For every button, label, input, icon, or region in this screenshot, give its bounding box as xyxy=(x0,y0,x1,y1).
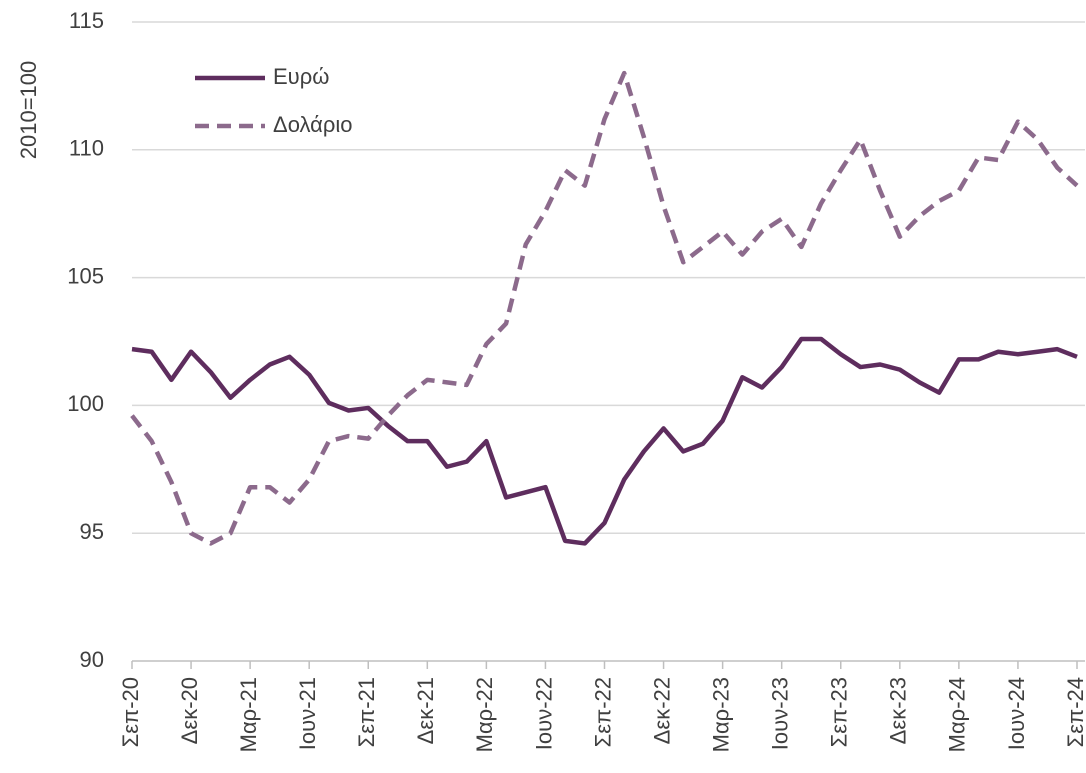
x-tick-label: Μαρ-24 xyxy=(945,677,970,752)
x-tick-label: Σεπ-24 xyxy=(1063,677,1086,747)
x-tick-label: Σεπ-21 xyxy=(354,677,379,747)
legend-label: Ευρώ xyxy=(273,64,329,89)
x-tick-label: Μαρ-22 xyxy=(472,677,497,752)
line-series xyxy=(131,336,1078,546)
y-tick-label: 100 xyxy=(67,391,104,416)
y-tick-label: 115 xyxy=(69,8,104,33)
x-tick-label: Μαρ-23 xyxy=(708,677,733,752)
x-tick-label: Δεκ-20 xyxy=(177,677,202,744)
x-tick-label: Ιουν-21 xyxy=(295,677,320,750)
y-tick-label: 110 xyxy=(69,136,104,161)
y-tick-label: 105 xyxy=(67,263,104,288)
legend-label: Δολάριο xyxy=(273,112,353,137)
x-tick-label: Ιουν-23 xyxy=(768,677,793,750)
y-tick-label: 90 xyxy=(80,647,104,672)
x-tick-label: Ιουν-22 xyxy=(531,677,556,750)
line-series xyxy=(130,70,1079,546)
x-tick-label: Ιουν-24 xyxy=(1004,677,1029,750)
y-tick-label: 95 xyxy=(80,519,104,544)
x-tick-label: Δεκ-22 xyxy=(649,677,674,744)
x-tick-label: Δεκ-21 xyxy=(413,677,438,744)
x-tick-label: Σεπ-23 xyxy=(827,677,852,747)
x-tick-label: Δεκ-23 xyxy=(886,677,911,744)
x-tick-label: Σεπ-22 xyxy=(590,677,615,747)
y-axis-label: 2010=100 xyxy=(16,61,41,160)
x-tick-label: Μαρ-21 xyxy=(236,677,261,752)
x-tick-label: Σεπ-20 xyxy=(118,677,143,747)
